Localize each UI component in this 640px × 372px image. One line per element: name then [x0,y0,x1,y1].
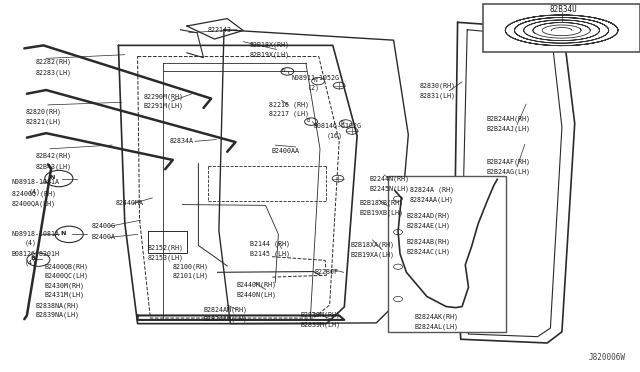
Text: 82216 (RH): 82216 (RH) [269,102,309,108]
Text: 82B34U: 82B34U [538,19,562,25]
Text: 82400Q (RH): 82400Q (RH) [12,190,56,197]
Text: 82290M(RH): 82290M(RH) [144,93,184,100]
Text: B2B24AH(RH): B2B24AH(RH) [486,116,531,122]
Text: B2B19XB(LH): B2B19XB(LH) [360,209,404,216]
Text: 82283(LH): 82283(LH) [35,69,71,76]
Text: B2824AL(LH): B2824AL(LH) [415,323,459,330]
Text: 82101(LH): 82101(LH) [173,273,209,279]
Text: B2824AE(LH): B2824AE(LH) [406,222,451,229]
Text: B2839M(LH): B2839M(LH) [301,321,340,328]
Text: B2B24AJ(LH): B2B24AJ(LH) [486,126,531,132]
Text: B2145 (LH): B2145 (LH) [250,250,290,257]
Text: 82152(RH): 82152(RH) [147,244,183,251]
Text: B2291M(LH): B2291M(LH) [144,103,184,109]
Text: 82B18X(RH): 82B18X(RH) [250,41,290,48]
Text: N: N [60,231,65,236]
Text: B08126-8201H: B08126-8201H [12,251,60,257]
Text: B2440M(RH): B2440M(RH) [237,281,277,288]
Text: 82400G: 82400G [92,223,115,229]
Text: B2839NA(LH): B2839NA(LH) [35,312,79,318]
Text: (4): (4) [24,260,36,266]
Text: 82820(RH): 82820(RH) [26,108,61,115]
Text: 82217 (LH): 82217 (LH) [269,111,309,118]
Text: B2B24AG(LH): B2B24AG(LH) [486,169,531,175]
Text: B2824AB(RH): B2824AB(RH) [406,238,451,245]
Text: B2B19XA(LH): B2B19XA(LH) [351,251,395,258]
Text: 82824A (RH): 82824A (RH) [410,186,454,193]
Text: N: N [313,78,317,83]
Text: 82153(LH): 82153(LH) [147,254,183,261]
Bar [483,4,640,52]
Text: B2824AC(LH): B2824AC(LH) [406,248,451,255]
Text: B2440N(LH): B2440N(LH) [237,291,277,298]
Text: B: B [30,256,35,261]
Text: (4): (4) [29,188,41,195]
Text: N: N [340,120,344,125]
Text: B2400A: B2400A [92,234,115,240]
Text: B2838NA(RH): B2838NA(RH) [35,302,79,309]
Text: 82830(RH): 82830(RH) [419,82,455,89]
Text: B2824AM(RH): B2824AM(RH) [204,306,248,313]
Text: (16): (16) [326,132,342,139]
Text: 82400QA(LH): 82400QA(LH) [12,200,56,207]
Text: N08918-1081A: N08918-1081A [12,231,60,237]
Text: 82440MA: 82440MA [115,201,143,206]
Text: 82B43(LH): 82B43(LH) [35,163,71,170]
Text: N08918-1081A: N08918-1081A [12,179,60,185]
Text: B2B18XA(RH): B2B18XA(RH) [351,241,395,248]
Text: B2431M(LH): B2431M(LH) [45,292,85,298]
Text: B2430M(RH): B2430M(RH) [45,282,85,289]
Text: N: N [281,68,285,73]
Text: B2245N(LH): B2245N(LH) [370,185,410,192]
Text: 822143: 822143 [208,27,232,33]
Text: 82B34U: 82B34U [549,5,577,14]
Text: 82B19X(LH): 82B19X(LH) [250,51,290,58]
Text: 82282(RH): 82282(RH) [35,58,71,65]
Text: B2838M(RH): B2838M(RH) [301,311,340,318]
Text: B2824AD(RH): B2824AD(RH) [406,212,451,219]
Bar [388,176,506,332]
Text: B2400QB(RH): B2400QB(RH) [45,264,89,270]
Text: B2144 (RH): B2144 (RH) [250,240,290,247]
Text: B2400AA: B2400AA [272,148,300,154]
Text: B2280F: B2280F [315,269,339,275]
Text: B2B18XB(RH): B2B18XB(RH) [360,199,404,206]
Text: B2B24AF(RH): B2B24AF(RH) [486,158,531,165]
Text: 82824AA(LH): 82824AA(LH) [410,196,454,203]
Text: N08911-1052G: N08911-1052G [291,75,339,81]
Text: 82100(RH): 82100(RH) [173,263,209,270]
Text: N: N [50,175,55,180]
Text: 82831(LH): 82831(LH) [419,93,455,99]
Text: B2824AN(LH): B2824AN(LH) [204,316,248,323]
Text: B2244N(RH): B2244N(RH) [370,175,410,182]
Text: B: B [306,118,310,124]
Text: 82821(LH): 82821(LH) [26,119,61,125]
Text: 82834A: 82834A [170,138,194,144]
Text: J820006W: J820006W [589,353,626,362]
Text: B2824AK(RH): B2824AK(RH) [415,314,459,320]
Text: (2): (2) [307,84,319,91]
Text: 82B42(RH): 82B42(RH) [35,153,71,160]
Text: B08146-6102G: B08146-6102G [314,124,362,129]
Text: B2400QC(LH): B2400QC(LH) [45,273,89,279]
Text: (4): (4) [24,239,36,246]
